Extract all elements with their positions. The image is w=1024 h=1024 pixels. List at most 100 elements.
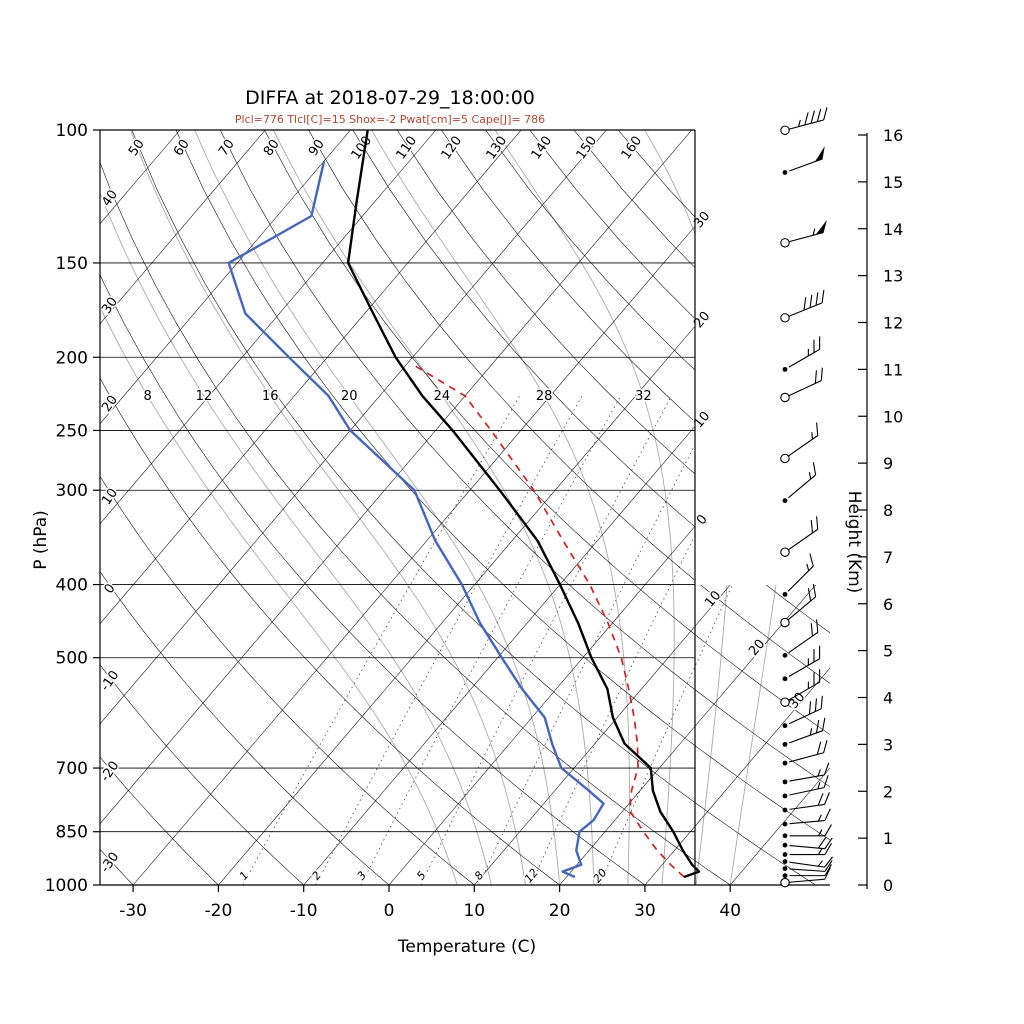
wind-barb [782, 619, 819, 658]
wind-barb [782, 695, 823, 729]
svg-text:20: 20 [99, 393, 121, 415]
svg-text:0: 0 [694, 512, 711, 528]
parcel-trace [413, 364, 685, 878]
svg-text:-30: -30 [119, 901, 147, 921]
chart-layers: 50 60 70 80 90 100 110 120 130 140 150 160403020100… [45, 107, 903, 921]
svg-text:-20: -20 [98, 759, 122, 785]
svg-text:10: 10 [883, 407, 903, 426]
wind-barb [782, 775, 829, 799]
svg-text:110: 110 [394, 134, 421, 163]
svg-text:150: 150 [56, 254, 88, 274]
svg-text:11: 11 [883, 360, 903, 379]
svg-text:14: 14 [883, 220, 903, 239]
chart-parameters: Plcl=776 Tlcl[C]=15 Shox=-2 Pwat[cm]=5 C… [235, 113, 545, 126]
svg-text:10: 10 [99, 486, 121, 508]
svg-text:9: 9 [883, 454, 893, 473]
wind-barb [782, 860, 833, 872]
pressure-axis-label: P (hPa) [31, 510, 51, 570]
svg-text:70: 70 [216, 137, 238, 159]
svg-text:7: 7 [883, 548, 893, 567]
wind-barb [782, 824, 832, 839]
svg-text:20: 20 [341, 389, 358, 404]
svg-text:-10: -10 [98, 668, 122, 694]
svg-text:3: 3 [883, 735, 893, 754]
svg-text:500: 500 [56, 649, 88, 669]
svg-text:700: 700 [56, 759, 88, 779]
svg-text:10: 10 [702, 588, 724, 610]
svg-text:32: 32 [635, 389, 652, 404]
svg-text:1: 1 [237, 869, 251, 883]
svg-text:40: 40 [719, 901, 741, 921]
grid-lines [100, 130, 695, 885]
svg-text:12: 12 [196, 389, 213, 404]
svg-text:24: 24 [434, 389, 451, 404]
wind-barb [780, 422, 819, 464]
svg-text:150: 150 [574, 134, 601, 163]
svg-text:-10: -10 [290, 901, 318, 921]
wind-barb [780, 669, 821, 707]
svg-text:100: 100 [349, 134, 376, 163]
svg-text:300: 300 [56, 481, 88, 501]
svg-text:-20: -20 [205, 901, 233, 921]
wind-barb [780, 107, 828, 136]
svg-text:12: 12 [883, 314, 903, 333]
svg-text:16: 16 [262, 389, 279, 404]
chart-title: DIFFA at 2018-07-29_18:00:00 [245, 87, 535, 109]
svg-text:1000: 1000 [45, 876, 88, 896]
svg-text:15: 15 [883, 173, 903, 192]
svg-text:2: 2 [883, 782, 893, 801]
svg-text:160: 160 [619, 134, 646, 163]
wind-barb [782, 740, 828, 766]
svg-text:1: 1 [883, 829, 893, 848]
wind-barb [782, 146, 825, 175]
svg-text:10: 10 [463, 901, 485, 921]
wind-barb [780, 367, 823, 403]
wind-barb [780, 583, 817, 628]
wind-barb [782, 842, 832, 857]
svg-text:5: 5 [414, 869, 428, 883]
wind-barb [780, 219, 827, 248]
svg-text:850: 850 [56, 823, 88, 843]
svg-text:140: 140 [529, 134, 556, 163]
svg-text:90: 90 [306, 137, 328, 159]
svg-text:6: 6 [883, 595, 893, 614]
svg-text:20: 20 [549, 901, 571, 921]
svg-text:0: 0 [883, 876, 893, 895]
temperature-axis-label: Temperature (C) [397, 937, 536, 957]
svg-text:60: 60 [171, 137, 193, 159]
svg-text:50: 50 [126, 137, 148, 159]
wind-barb [782, 808, 831, 827]
wind-barb [782, 645, 821, 682]
svg-text:3: 3 [355, 869, 369, 883]
grid-lines-extension [695, 585, 830, 885]
wind-barb [782, 856, 834, 868]
svg-text:8: 8 [472, 869, 486, 883]
svg-text:30: 30 [634, 901, 656, 921]
wind-barb [782, 553, 814, 597]
svg-text:200: 200 [56, 348, 88, 368]
svg-text:250: 250 [56, 421, 88, 441]
svg-text:13: 13 [883, 267, 903, 286]
wind-barb [780, 516, 819, 557]
svg-text:80: 80 [261, 137, 283, 159]
wind-barb [782, 336, 821, 372]
svg-text:0: 0 [384, 901, 395, 921]
wind-barb [780, 289, 825, 323]
svg-text:2: 2 [309, 869, 323, 883]
svg-text:28: 28 [536, 389, 553, 404]
wind-barbs [780, 107, 834, 888]
dewpoint-trace [227, 161, 605, 879]
wind-barb [782, 837, 833, 850]
svg-text:8: 8 [883, 501, 893, 520]
svg-text:5: 5 [883, 642, 893, 661]
wind-barb [782, 864, 832, 879]
svg-text:4: 4 [883, 689, 893, 708]
svg-text:100: 100 [56, 121, 88, 141]
svg-text:30: 30 [99, 295, 121, 317]
wind-barb [782, 792, 830, 813]
wind-barb [782, 462, 817, 504]
height-axis-label: Height (Km) [844, 491, 864, 594]
